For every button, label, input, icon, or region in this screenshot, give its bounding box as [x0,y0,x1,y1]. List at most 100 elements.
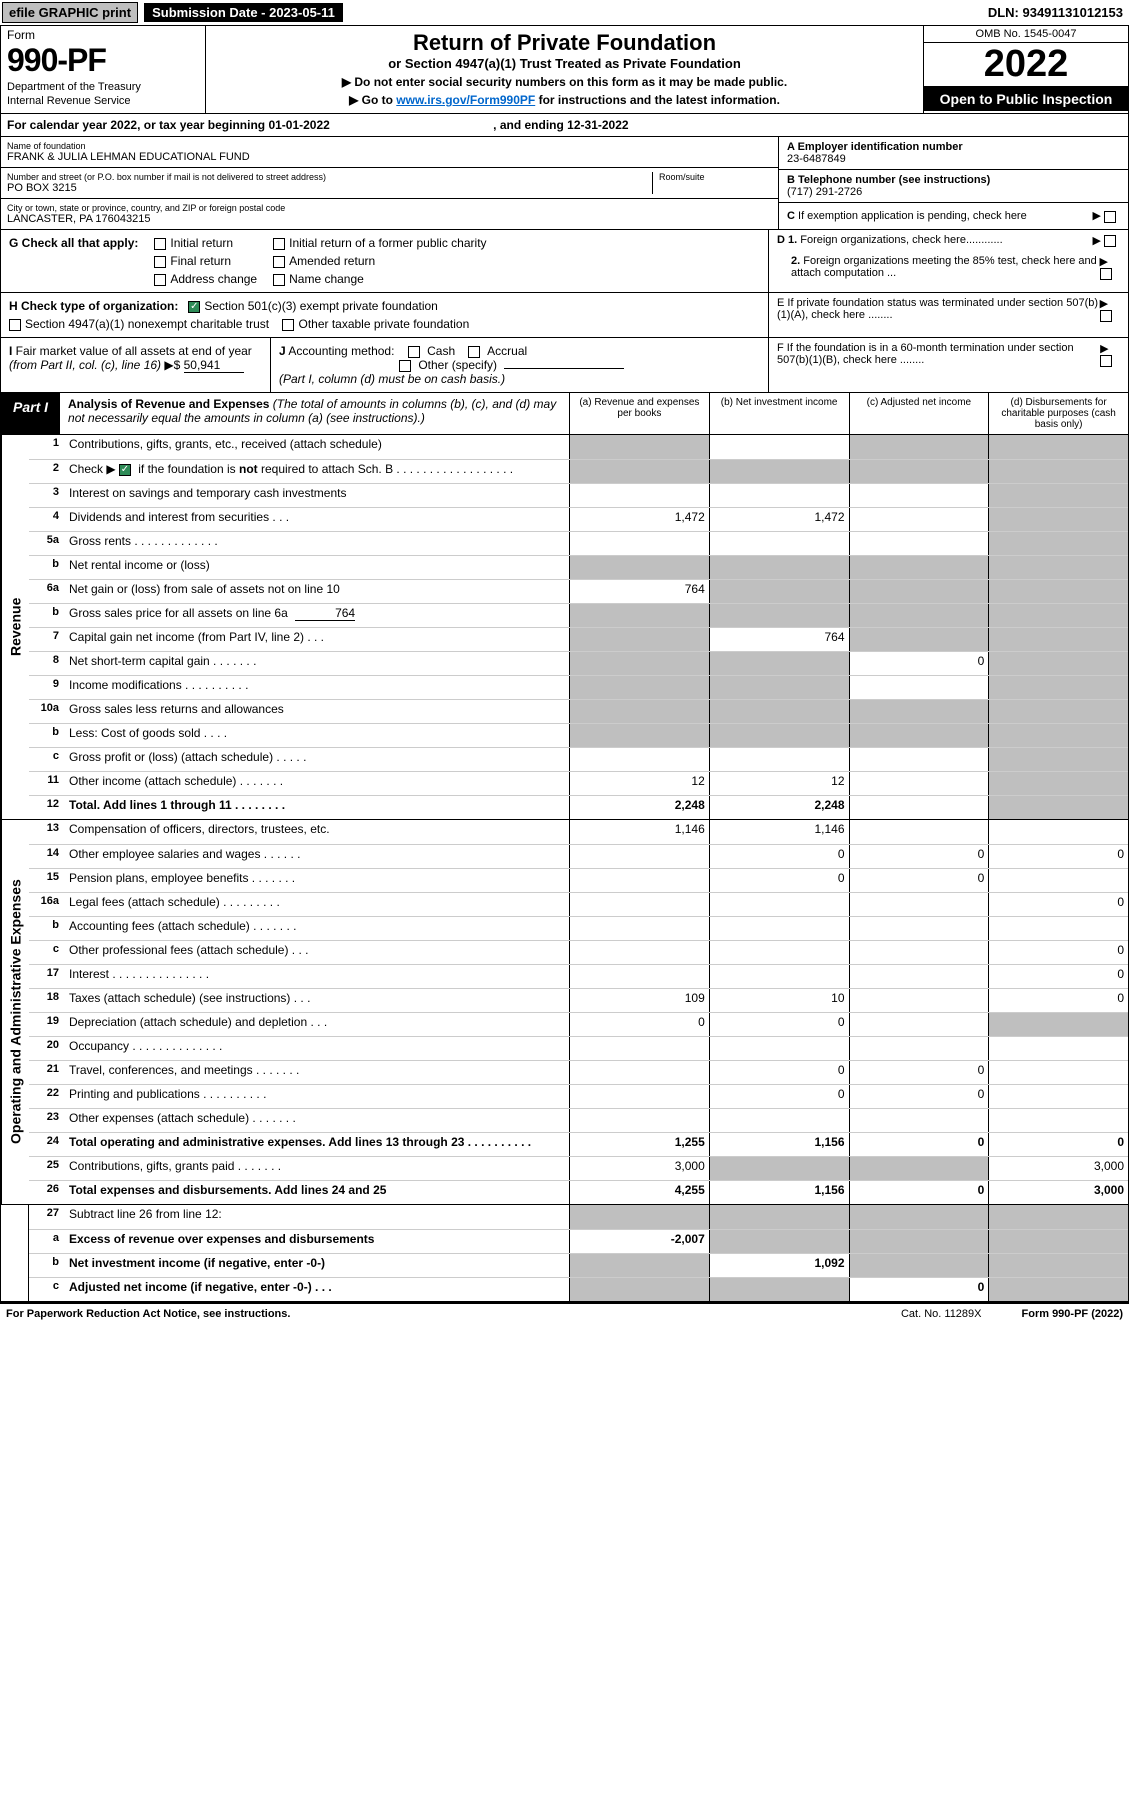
j-label: J [279,344,286,358]
table-row: 23Other expenses (attach schedule) . . .… [29,1108,1128,1132]
table-row: bNet rental income or (loss) [29,555,1128,579]
col-c-header: (c) Adjusted net income [849,393,989,434]
form-subtitle: or Section 4947(a)(1) Trust Treated as P… [216,56,913,71]
table-row: 7Capital gain net income (from Part IV, … [29,627,1128,651]
table-row: 5aGross rents . . . . . . . . . . . . . [29,531,1128,555]
col-d-header: (d) Disbursements for charitable purpose… [988,393,1128,434]
d2-checkbox[interactable] [1100,268,1112,280]
revenue-side-label: Revenue [1,435,29,819]
h-501c3-checkbox[interactable]: ✓ [188,301,200,313]
h-4947-checkbox[interactable] [9,319,21,331]
table-row: 16aLegal fees (attach schedule) . . . . … [29,892,1128,916]
table-row: 20Occupancy . . . . . . . . . . . . . . [29,1036,1128,1060]
g-name-change-checkbox[interactable] [273,274,285,286]
col-a-header: (a) Revenue and expenses per books [569,393,709,434]
table-row: 14Other employee salaries and wages . . … [29,844,1128,868]
dept-label: Department of the Treasury [7,81,199,93]
j-other-label: Other (specify) [418,358,497,372]
efile-print-button[interactable]: efile GRAPHIC print [2,2,138,23]
h-other-taxable-checkbox[interactable] [282,319,294,331]
table-row: cAdjusted net income (if negative, enter… [29,1277,1128,1301]
table-row: 13Compensation of officers, directors, t… [29,820,1128,844]
g-final-label: Final return [170,254,231,268]
table-row: 17Interest . . . . . . . . . . . . . . .… [29,964,1128,988]
c-label: If exemption application is pending, che… [798,210,1027,222]
schb-checkbox[interactable]: ✓ [119,464,131,476]
cal-year-begin: For calendar year 2022, or tax year begi… [7,118,330,132]
j-note: (Part I, column (d) must be on cash basi… [279,372,505,386]
table-row: 26Total expenses and disbursements. Add … [29,1180,1128,1204]
table-row: 12Total. Add lines 1 through 11 . . . . … [29,795,1128,819]
table-row: 6aNet gain or (loss) from sale of assets… [29,579,1128,603]
i-value: 50,941 [184,358,244,373]
irs-label: Internal Revenue Service [7,95,199,107]
tax-year: 2022 [924,43,1128,87]
table-row: bNet investment income (if negative, ent… [29,1253,1128,1277]
d1-checkbox[interactable] [1104,235,1116,247]
f-checkbox[interactable] [1100,355,1112,367]
address-label: Number and street (or P.O. box number if… [7,172,652,182]
ein-label: A Employer identification number [787,141,963,153]
g-initial-former-checkbox[interactable] [273,238,285,250]
foundation-name: FRANK & JULIA LEHMAN EDUCATIONAL FUND [7,151,772,163]
h-other-taxable-label: Other taxable private foundation [298,317,469,331]
g-name-change-label: Name change [289,272,364,286]
table-row: 11Other income (attach schedule) . . . .… [29,771,1128,795]
city-label: City or town, state or province, country… [7,203,772,213]
room-label: Room/suite [659,172,772,182]
j-accrual-label: Accrual [487,344,527,358]
table-row: 25Contributions, gifts, grants paid . . … [29,1156,1128,1180]
h-4947-label: Section 4947(a)(1) nonexempt charitable … [25,317,269,331]
city-value: LANCASTER, PA 176043215 [7,213,772,225]
e-checkbox[interactable] [1100,310,1112,322]
phone-label: B Telephone number (see instructions) [787,174,990,186]
table-row: 4Dividends and interest from securities … [29,507,1128,531]
table-row: bLess: Cost of goods sold . . . . [29,723,1128,747]
d2-label: 2. Foreign organizations meeting the 85%… [777,255,1100,279]
table-row: 9Income modifications . . . . . . . . . … [29,675,1128,699]
g-address-label: Address change [170,272,257,286]
h-label: H Check type of organization: [9,299,178,313]
cat-number: Cat. No. 11289X [901,1308,982,1320]
g-initial-label: Initial return [170,236,233,250]
table-row: 24Total operating and administrative exp… [29,1132,1128,1156]
g-amended-checkbox[interactable] [273,256,285,268]
j-other-input[interactable] [504,368,624,369]
table-row: 19Depreciation (attach schedule) and dep… [29,1012,1128,1036]
col-b-header: (b) Net investment income [709,393,849,434]
g-address-checkbox[interactable] [154,274,166,286]
table-row: bAccounting fees (attach schedule) . . .… [29,916,1128,940]
dln-label: DLN: 93491131012153 [988,5,1127,20]
d1-label: D 1. Foreign organizations, check here..… [777,234,1003,246]
j-other-checkbox[interactable] [399,360,411,372]
h-501c3-label: Section 501(c)(3) exempt private foundat… [204,299,437,313]
part-i-desc: Analysis of Revenue and Expenses (The to… [60,393,569,434]
note-link-line: ▶ Go to www.irs.gov/Form990PF for instru… [216,93,913,107]
j-cash-checkbox[interactable] [408,346,420,358]
form-number: 990-PF [7,42,199,79]
part-i-label: Part I [1,393,60,434]
form-label: Form [7,28,199,42]
table-row: 10aGross sales less returns and allowanc… [29,699,1128,723]
ein-value: 23-6487849 [787,153,846,165]
g-initial-checkbox[interactable] [154,238,166,250]
g-initial-former-label: Initial return of a former public charit… [289,236,486,250]
g-final-checkbox[interactable] [154,256,166,268]
g-amended-label: Amended return [289,254,375,268]
c-checkbox[interactable] [1104,211,1116,223]
table-row: 2Check ▶ ✓ if the foundation is not requ… [29,459,1128,483]
irs-link[interactable]: www.irs.gov/Form990PF [396,93,535,107]
table-row: 8Net short-term capital gain . . . . . .… [29,651,1128,675]
j-accrual-checkbox[interactable] [468,346,480,358]
g-label: G Check all that apply: [9,236,138,250]
table-row: cOther professional fees (attach schedul… [29,940,1128,964]
form-title: Return of Private Foundation [216,30,913,56]
f-label: F If the foundation is in a 60-month ter… [777,342,1100,366]
omb-number: OMB No. 1545-0047 [924,26,1128,43]
table-row: aExcess of revenue over expenses and dis… [29,1229,1128,1253]
table-row: 22Printing and publications . . . . . . … [29,1084,1128,1108]
foundation-name-label: Name of foundation [7,141,772,151]
e-label: E If private foundation status was termi… [777,297,1100,321]
address-value: PO BOX 3215 [7,182,652,194]
phone-value: (717) 291-2726 [787,186,862,198]
